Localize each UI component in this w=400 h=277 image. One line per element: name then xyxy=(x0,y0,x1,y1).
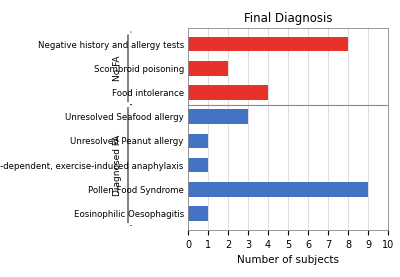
Title: Final Diagnosis: Final Diagnosis xyxy=(244,12,332,25)
Bar xyxy=(188,85,268,100)
Bar xyxy=(188,182,368,196)
Bar xyxy=(188,158,208,172)
Bar xyxy=(188,61,228,76)
Bar xyxy=(188,134,208,148)
Text: No FA: No FA xyxy=(114,56,122,81)
Bar xyxy=(188,37,348,52)
Text: Diagnosed FA: Diagnosed FA xyxy=(114,134,122,196)
X-axis label: Number of subjects: Number of subjects xyxy=(237,255,339,265)
Bar xyxy=(188,109,248,124)
Bar xyxy=(188,206,208,221)
